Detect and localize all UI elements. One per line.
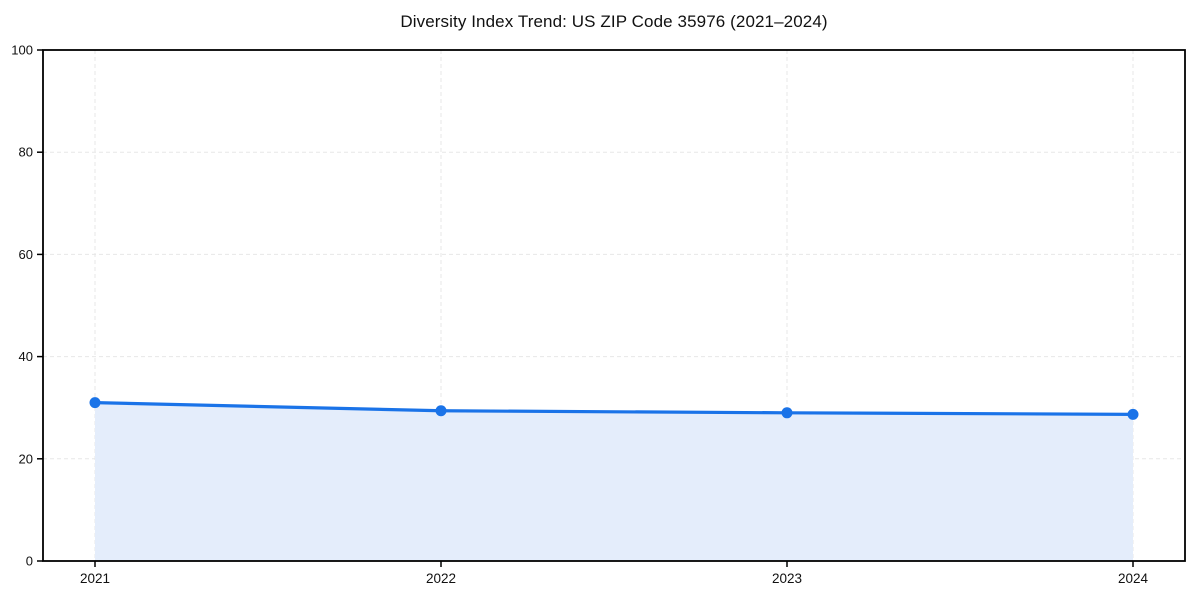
y-tick-label: 40 [19,349,33,364]
x-tick-label: 2021 [80,571,110,586]
y-tick-label: 100 [11,43,33,58]
area-fill [95,402,1133,561]
trend-line [93,400,1135,416]
data-point-marker [89,397,101,409]
x-tick-label: 2022 [426,571,456,586]
y-tick-label: 60 [19,247,33,262]
y-tick-label: 20 [19,451,33,466]
x-tick-label: 2024 [1118,571,1149,586]
data-point-marker [435,405,447,417]
x-tick-label: 2023 [772,571,802,586]
y-tick-label: 80 [19,145,33,160]
data-point-marker [1127,408,1139,420]
y-tick-label: 0 [26,554,33,569]
plot-frame [42,49,1186,562]
chart-title: Diversity Index Trend: US ZIP Code 35976… [400,12,828,31]
data-point-marker [781,407,793,419]
